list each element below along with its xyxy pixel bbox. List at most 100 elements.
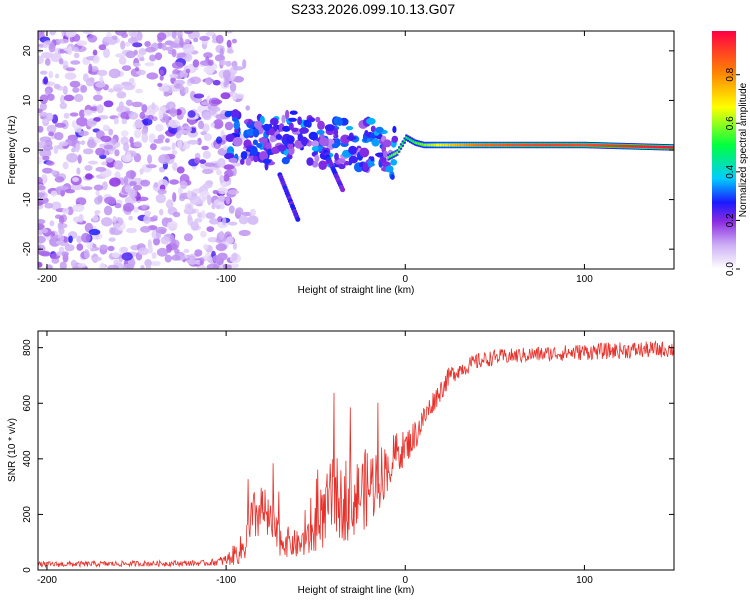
heatmap-noise-cell [211,203,216,210]
heatmap-noise-cell [72,87,80,93]
heatmap-track-cell [297,116,302,125]
heatmap-noise-cell [160,236,170,245]
heatmap-noise-cell [140,179,151,187]
heatmap-tone-cell [580,143,583,147]
heatmap-tone-cell [469,143,472,147]
heatmap-noise-cell [139,57,145,62]
heatmap-noise-cell [189,90,196,100]
heatmap-noise-cell [44,202,54,209]
heatmap-track-cell [281,114,286,124]
heatmap-noise-cell [186,259,199,265]
heatmap-tone-cell [532,143,535,147]
heatmap-noise-cell [107,245,115,252]
heatmap-tone-cell [444,143,447,147]
heatmap-noise-cell [128,188,136,198]
heatmap-noise-cell [121,65,132,71]
heatmap-noise-cell [212,255,222,263]
heatmap-tone-cell [401,142,404,145]
heatmap-noise-cell [118,101,124,111]
heatmap-noise-cell [189,76,202,85]
heatmap-noise-cell [47,93,55,102]
heatmap-noise-cell [45,160,55,166]
heatmap-track-cell [240,158,245,165]
heatmap-tone-cell [507,143,510,147]
heatmap-noise-cell [231,38,237,44]
heatmap-tone-cell [559,143,562,147]
heatmap-tone-cell [573,143,576,147]
heatmap-noise-cell [81,232,91,243]
heatmap-tone-cell [399,145,403,148]
heatmap-tone-cell [570,143,573,147]
heatmap-noise-cell [97,195,103,203]
heatmap-tone-cell [421,143,424,146]
heatmap-tone-cell [557,143,560,147]
heatmap-noise-cell [108,68,121,79]
heatmap-tone-cell [611,144,614,148]
heatmap-tone-cell [571,143,575,147]
heatmap-branch-cell [295,216,301,222]
heatmap-noise-cell [229,82,237,93]
heatmap-noise-cell [120,246,129,253]
heatmap-noise-cell [72,204,85,212]
heatmap-tone-cell [539,143,542,147]
heatmap-noise-cell [79,109,85,118]
heatmap-noise-cell [114,171,121,180]
heatmap-noise-cell [115,31,127,36]
heatmap-track-cell [228,157,238,163]
heatmap-noise-cell [151,252,157,259]
snr-y-tick-label: 0 [22,567,33,573]
heatmap-tone-cell [480,143,483,147]
heatmap-noise-cell [125,41,131,47]
heatmap-noise-cell [123,142,130,152]
heatmap-noise-cell [63,112,70,119]
heatmap-track-cell [340,134,351,144]
heatmap-noise-cell [95,81,106,88]
heatmap-track-cell [305,120,312,128]
snr-frame [37,330,675,571]
heatmap-noise-cell [188,255,196,260]
heatmap-tone-cell [412,140,415,143]
heatmap-noise-cell [157,82,163,87]
heatmap-track-cell [316,145,324,152]
heatmap-noise-cell [152,42,158,49]
heatmap-tone-cell [509,143,512,147]
heatmap-track-cell [269,117,279,126]
heatmap-tone-cell [613,144,616,148]
heatmap-noise-cell [76,40,88,46]
heatmap-noise-cell [139,168,144,175]
heatmap-tone-cell [552,143,555,147]
heatmap-noise-cell [38,55,44,65]
heatmap-tone-cell [462,143,465,147]
heatmap-track-cell [366,117,376,125]
heatmap-noise-cell [68,235,73,244]
heatmap-tone-cell [666,146,669,149]
heatmap-noise-cell [200,230,207,238]
heatmap-noise-cell [169,42,179,48]
heatmap-noise-cell [64,244,75,252]
heatmap-tone-cell [641,145,644,148]
heatmap-track-cell [262,158,271,164]
heatmap-noise-cell [210,122,215,128]
heatmap-noise-cell [225,60,232,67]
heatmap-noise-cell [101,217,113,227]
heatmap-tone-cell [459,143,462,147]
heatmap-tone-cell [593,144,596,147]
heatmap-track-cell [364,130,369,137]
heatmap-noise-cell [128,112,139,120]
heatmap-noise-cell [215,169,223,176]
heatmap-noise-cell [222,263,228,269]
snr-y-tick-label: 200 [22,506,33,523]
heatmap-noise-cell [72,177,79,182]
heatmap-track-cell [390,174,395,180]
heatmap-noise-cell [43,144,54,151]
heatmap-noise-cell [203,65,215,74]
heatmap-noise-cell [227,189,240,195]
heatmap-tone-cell [405,136,408,139]
heatmap-noise-cell [87,34,98,43]
heatmap-noise-cell [146,72,159,80]
heatmap-tone-cell [471,143,474,147]
heatmap-noise-cell [62,161,69,170]
heatmap-noise-cell [143,214,151,224]
heatmap-noise-cell [64,72,77,80]
heatmap-tone-cell [575,143,578,147]
